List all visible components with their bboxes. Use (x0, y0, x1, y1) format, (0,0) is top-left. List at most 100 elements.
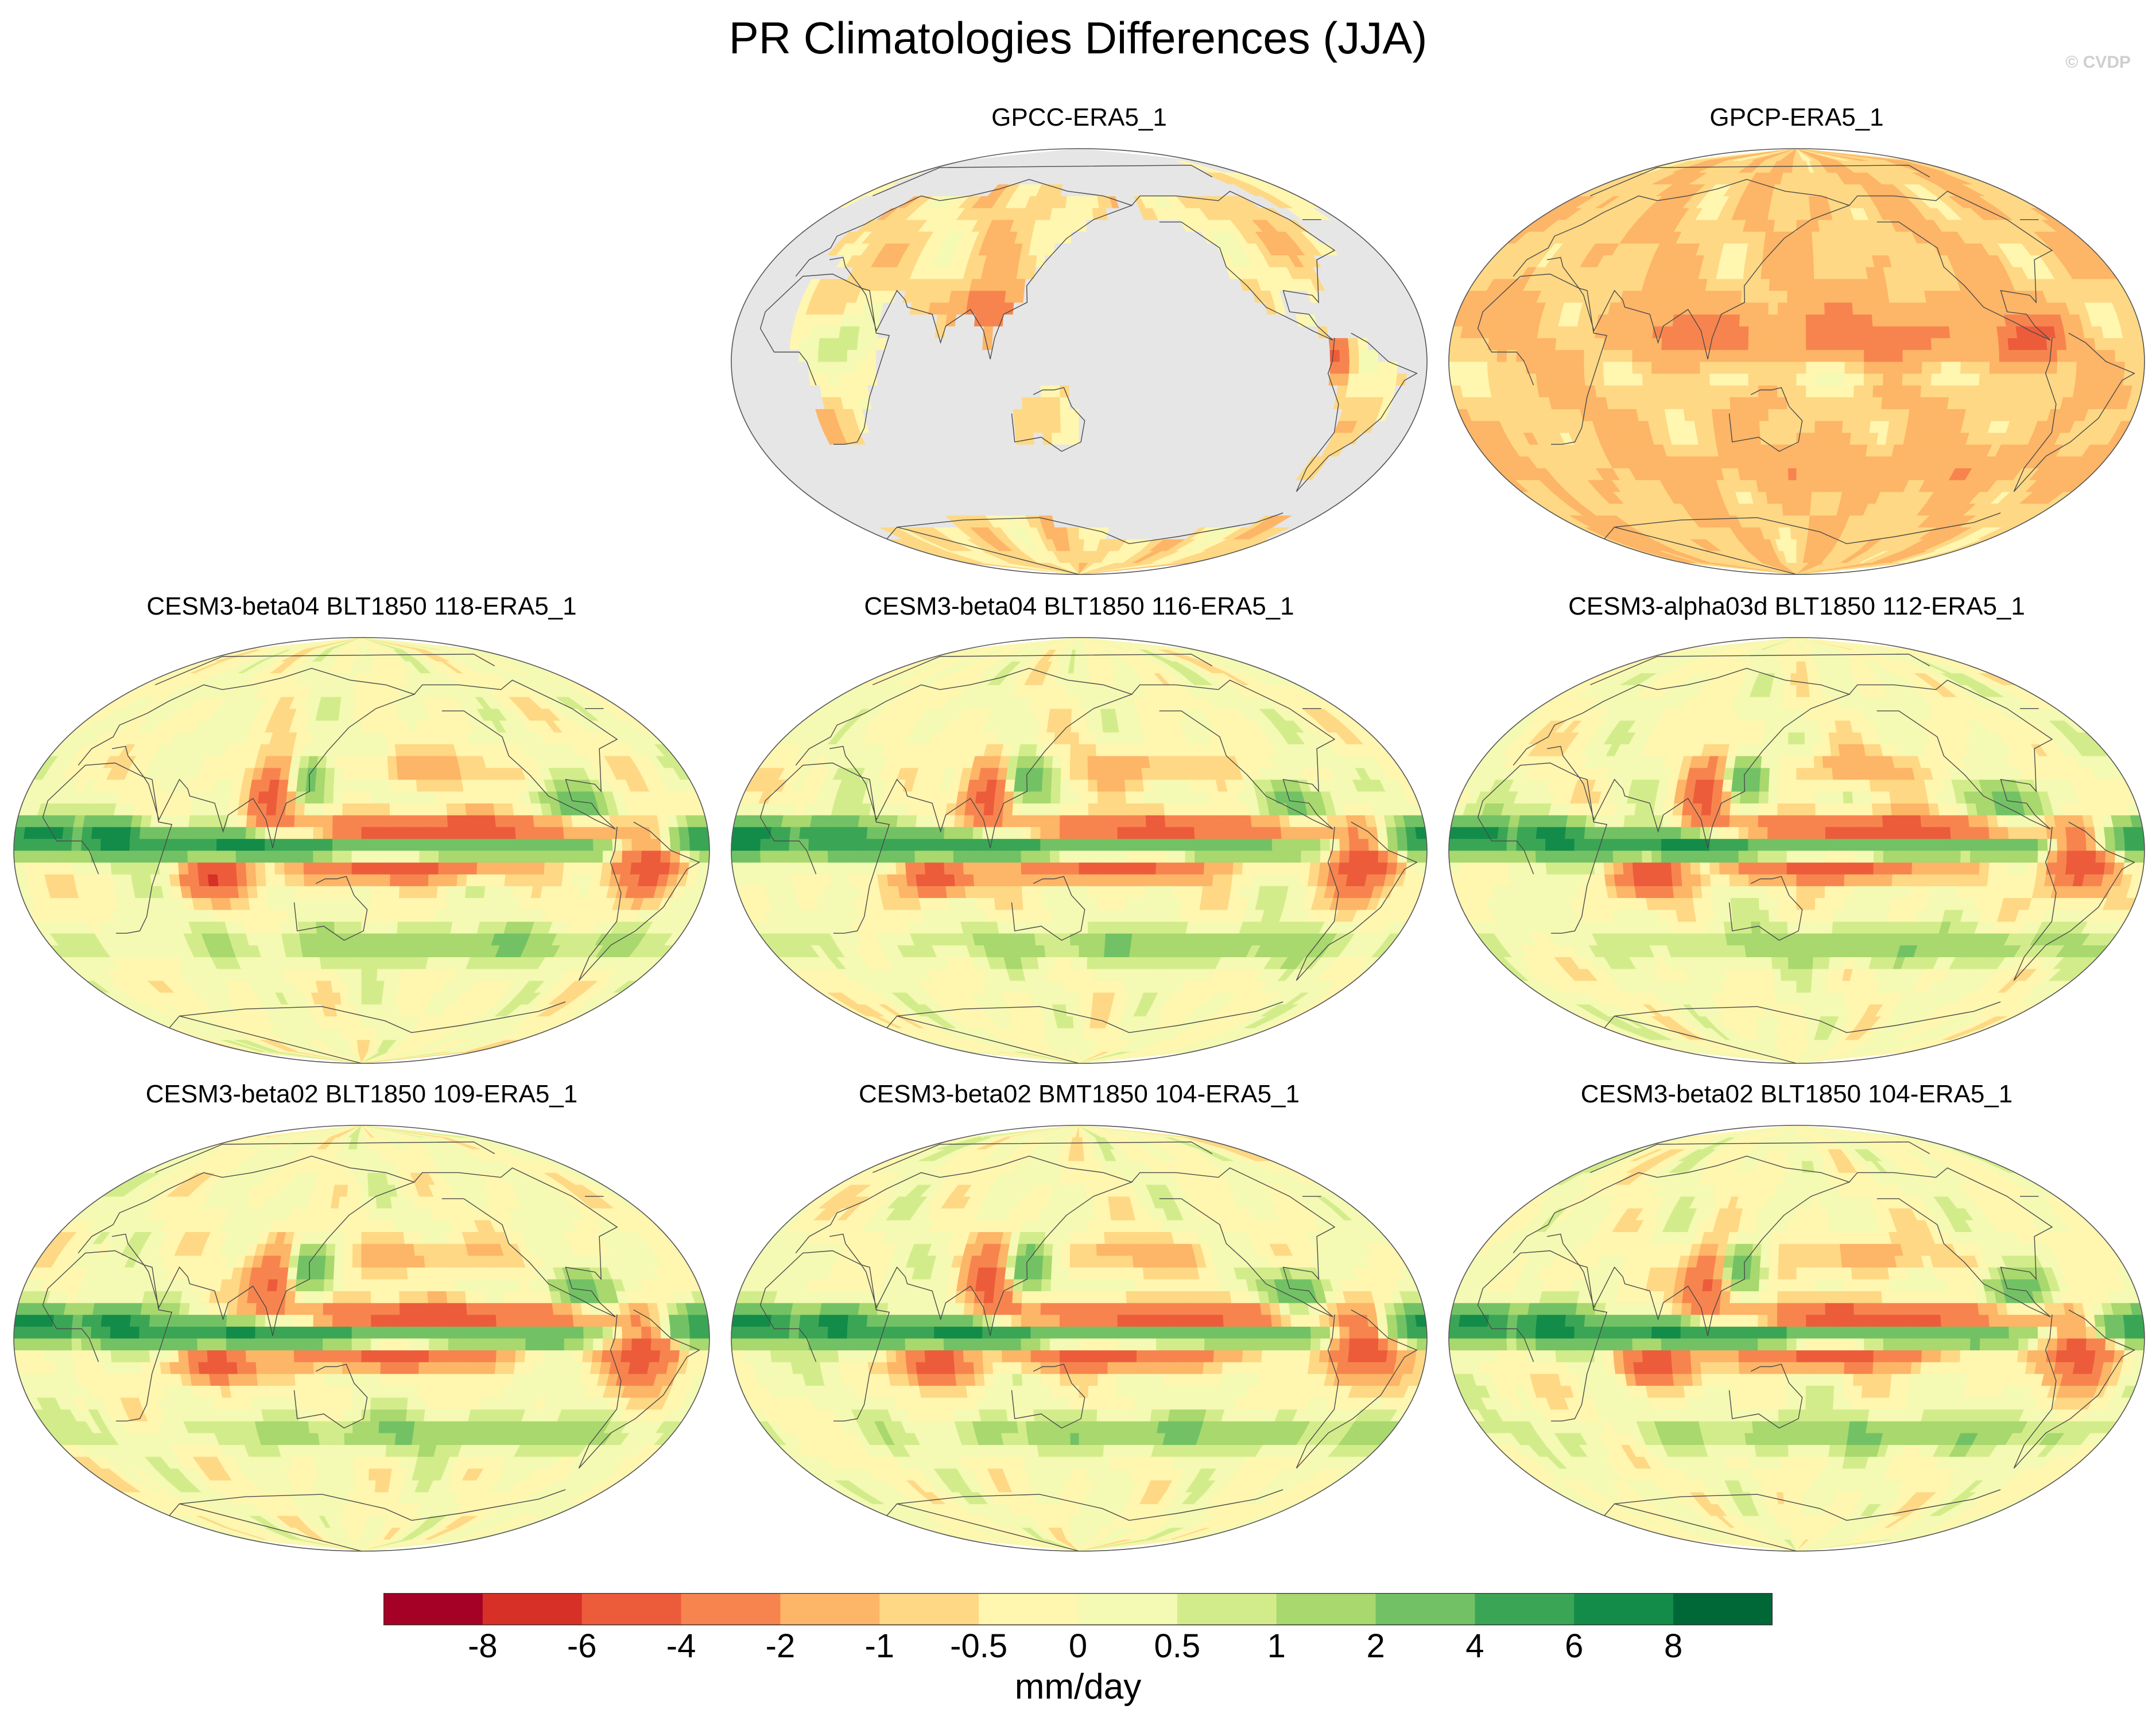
map-cell (1133, 290, 1145, 303)
map-cell (1271, 373, 1282, 386)
map-cell (856, 361, 867, 374)
map-cell (1056, 491, 1065, 504)
map-cell (1661, 361, 1672, 374)
map-cell (1123, 432, 1134, 445)
map-cell (914, 373, 926, 386)
map-cell (1910, 384, 1922, 398)
map-cell (856, 337, 868, 350)
map-cell (991, 349, 1003, 362)
map-cell (1053, 468, 1064, 480)
map-cell (1122, 444, 1133, 457)
map-cell (1201, 314, 1213, 327)
map-cell (1458, 361, 1469, 374)
map-cell (1134, 302, 1146, 315)
map-cell (1154, 397, 1165, 409)
map-cell (1030, 337, 1041, 350)
map-cell (1778, 420, 1788, 433)
map-cell (1758, 361, 1769, 374)
map-cell (1778, 432, 1789, 445)
map-cell (1731, 420, 1743, 433)
map-cell (1088, 361, 1099, 374)
map-cell (1259, 384, 1272, 398)
map-cell (1088, 373, 1099, 386)
map-cell (1881, 314, 1893, 327)
map-cell (1001, 349, 1012, 362)
map-cell (1051, 432, 1062, 445)
map-cell (1155, 361, 1167, 374)
map-cell (1070, 255, 1080, 267)
map-cell (1671, 384, 1683, 398)
map-cell (1545, 349, 1556, 362)
map-cell (1107, 325, 1118, 339)
map-cell (1153, 408, 1165, 421)
map-cell (945, 397, 957, 409)
map-cell (1034, 444, 1045, 457)
map-cell (1779, 255, 1789, 267)
map-cell (1712, 290, 1724, 303)
map-cell (1487, 361, 1498, 374)
map-cell (1575, 325, 1588, 339)
map-cell (1030, 373, 1041, 386)
map-cell (1892, 337, 1903, 350)
map-cell (1796, 278, 1806, 291)
map-cell (1041, 397, 1052, 409)
map-cell (1545, 337, 1557, 350)
map-cell (1612, 361, 1624, 374)
map-cell (1748, 349, 1759, 362)
map-cell (1182, 397, 1194, 409)
map-cell (1787, 456, 1797, 468)
map-cell (1831, 266, 1842, 279)
map-cell (953, 373, 964, 386)
map-cell (1796, 468, 1806, 480)
map-cell (1213, 349, 1225, 362)
map-cell (1002, 314, 1014, 327)
map-cell (1786, 373, 1797, 386)
map-cell (1758, 302, 1770, 315)
map-cell (1719, 373, 1730, 386)
map-cell (2027, 361, 2039, 374)
map-cell (1574, 361, 1585, 374)
map-cell (1097, 408, 1108, 421)
map-cell (1104, 266, 1115, 279)
map-cell (1743, 444, 1754, 457)
map-cell (2094, 337, 2106, 350)
map-cell (817, 349, 829, 362)
map-cell (789, 337, 801, 350)
map-cell (1870, 302, 1882, 315)
map-cell (1310, 349, 1321, 362)
map-cell (1104, 255, 1114, 267)
map-cell (1889, 302, 1901, 315)
map-cell (1146, 373, 1157, 386)
map-cell (1116, 314, 1127, 327)
map-cell (1116, 408, 1127, 421)
map-cell (1271, 337, 1282, 350)
map-cell (1164, 314, 1175, 327)
map-cell (1999, 349, 2010, 362)
map-cell (1223, 361, 1234, 374)
map-cell (1805, 408, 1816, 421)
map-cell (1774, 503, 1784, 516)
map-cell (1780, 479, 1790, 492)
map-cell (1758, 337, 1769, 350)
map-cell (1107, 337, 1118, 350)
map-cell (1584, 349, 1595, 362)
map-cell (1822, 444, 1833, 457)
map-cell (1930, 373, 1942, 386)
map-cell (1835, 361, 1845, 374)
map-cell (1642, 337, 1653, 350)
map-cell (1821, 456, 1832, 468)
map-cell (1088, 290, 1098, 303)
map-cell (1079, 384, 1089, 398)
map-cell (1127, 349, 1138, 362)
map-cell (1079, 195, 1087, 208)
map-cell (1127, 337, 1138, 350)
map-cell (1825, 361, 1836, 374)
map-cell (1233, 349, 1244, 362)
map-cell (1041, 314, 1052, 327)
map-cell (2017, 337, 2029, 350)
map-cell (1711, 408, 1723, 421)
map-cell (1174, 337, 1186, 350)
map-cell (1079, 361, 1089, 374)
map-cell (1223, 373, 1234, 386)
map-cell (1107, 349, 1118, 362)
